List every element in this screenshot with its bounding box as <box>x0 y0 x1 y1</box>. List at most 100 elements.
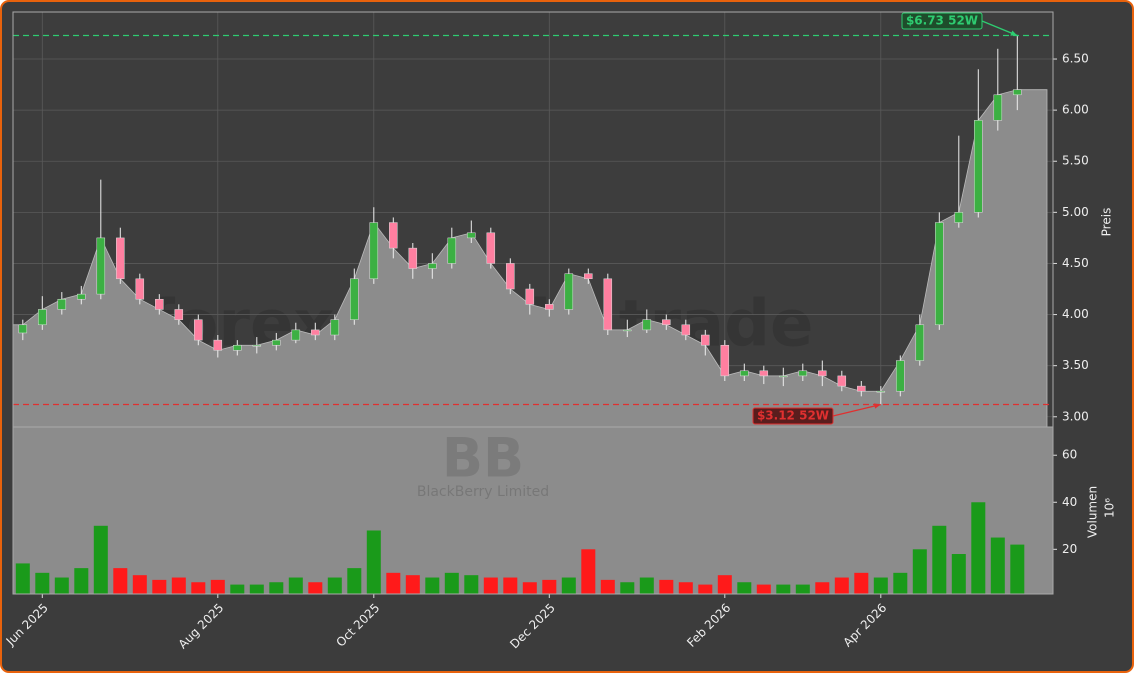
candle-body <box>428 263 437 269</box>
volume-bar <box>483 577 498 594</box>
volume-bar <box>561 577 576 594</box>
volume-bar <box>893 572 908 594</box>
volume-bar <box>912 549 927 594</box>
volume-bar <box>659 579 674 594</box>
volume-bar <box>152 579 167 594</box>
volume-bar <box>581 549 596 594</box>
candle-body <box>818 370 827 377</box>
candle-body <box>135 278 145 300</box>
candle-body <box>993 94 1003 121</box>
volume-bar <box>308 582 323 594</box>
candle-body <box>77 293 86 300</box>
52w-arrow <box>832 403 881 417</box>
volume-bar <box>191 582 206 594</box>
candle-body <box>564 273 574 310</box>
candle-body <box>603 278 613 331</box>
volume-bar <box>54 577 69 594</box>
candle-body <box>720 344 730 377</box>
candle-body <box>311 329 320 336</box>
volume-bar <box>230 584 245 594</box>
candle-body <box>233 344 242 351</box>
candle-body <box>642 319 652 331</box>
candle-body <box>1013 89 1022 96</box>
52w-label: $6.73 52W <box>906 14 978 28</box>
volume-bar <box>444 572 459 594</box>
y-tick-label: 5.00 <box>1062 205 1089 219</box>
candle-body <box>486 232 496 264</box>
volume-bar <box>639 577 654 594</box>
candle-body <box>740 370 749 377</box>
candle-body <box>18 324 28 334</box>
candle-body <box>584 273 593 280</box>
candle-body <box>389 222 398 249</box>
volume-bar <box>269 582 284 594</box>
volume-bar <box>522 582 537 594</box>
y-tick-label: 40 <box>1062 495 1077 509</box>
candle-body <box>350 278 359 320</box>
candle-body <box>974 120 983 213</box>
candle-body <box>525 288 535 305</box>
volume-bar <box>698 584 713 594</box>
candle-body <box>915 324 925 361</box>
volume-bar <box>74 568 89 594</box>
company-watermark: BlackBerry Limited <box>417 484 549 500</box>
volume-bar <box>113 568 128 594</box>
candle-body <box>194 319 203 341</box>
candle-body <box>467 232 476 239</box>
candle-body <box>408 247 418 269</box>
volume-panel <box>13 427 1053 594</box>
y-tick-label: 3.50 <box>1062 358 1089 372</box>
52w-label: $3.12 52W <box>757 409 829 423</box>
candle-body <box>545 304 554 310</box>
candle-body <box>155 298 164 310</box>
candle-body <box>506 263 515 290</box>
y-tick-label: 6.00 <box>1062 103 1089 117</box>
candle-body <box>369 222 379 280</box>
candle-body <box>96 237 106 295</box>
volume-bar <box>717 575 732 594</box>
volume-bar <box>210 579 225 594</box>
candle-body <box>174 309 184 320</box>
52w-arrow-head <box>873 403 881 409</box>
volume-bar <box>93 525 108 594</box>
candle-body <box>954 212 964 223</box>
volume-bar <box>35 572 50 594</box>
volume-bar <box>678 582 693 594</box>
volume-bar <box>171 577 186 594</box>
candle-body <box>935 222 944 326</box>
volume-bar <box>834 577 849 594</box>
volume-bar <box>249 584 264 594</box>
candle-body <box>291 329 301 341</box>
candle-body <box>837 375 847 387</box>
volume-bar <box>386 572 401 594</box>
candle-body <box>779 375 788 378</box>
candle-body <box>57 298 67 310</box>
y-tick-label: 6.50 <box>1062 52 1089 66</box>
candle-body <box>272 339 281 346</box>
candle-body <box>623 329 632 332</box>
y-tick-label: 4.00 <box>1062 307 1089 321</box>
candle-body <box>213 339 223 351</box>
volume-axis-label: Volumen <box>1086 486 1100 538</box>
volume-bar <box>288 577 303 594</box>
candle-body <box>447 237 457 264</box>
volume-bar <box>932 525 947 594</box>
candle-body <box>662 319 671 326</box>
volume-bar <box>737 582 752 594</box>
volume-bar <box>327 577 342 594</box>
candle-body <box>759 370 769 377</box>
candle-body <box>252 344 262 347</box>
volume-bar <box>815 582 830 594</box>
volume-bar <box>600 579 615 594</box>
volume-border <box>12 426 1054 595</box>
candle-body <box>857 385 866 392</box>
volume-bar <box>873 577 888 594</box>
volume-bar <box>620 582 635 594</box>
volume-bar <box>132 575 147 594</box>
volume-bar <box>854 572 869 594</box>
volume-bar <box>1010 544 1025 594</box>
volume-bar <box>366 530 381 594</box>
candle-body <box>116 237 125 280</box>
volume-bar <box>503 577 518 594</box>
